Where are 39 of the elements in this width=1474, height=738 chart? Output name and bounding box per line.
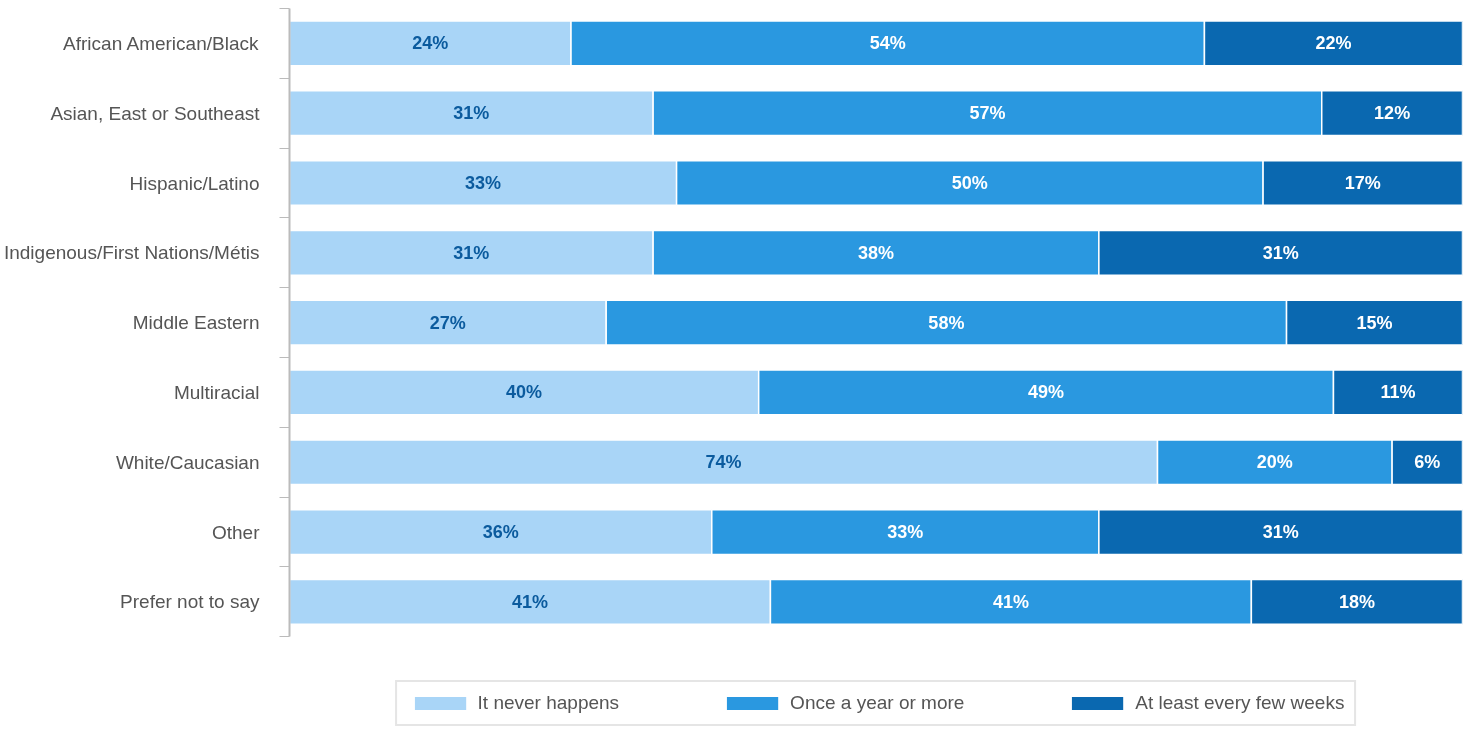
data-label: 33% xyxy=(887,522,924,543)
data-label: 38% xyxy=(857,242,895,263)
data-label: 36% xyxy=(482,522,519,543)
data-label: 31% xyxy=(453,103,490,124)
y-tick-label: Other xyxy=(211,521,261,543)
data-label: 12% xyxy=(1374,103,1411,124)
y-tick-label: Asian, East or Southeast xyxy=(50,102,261,124)
data-label: 41% xyxy=(992,591,1029,612)
data-label: 74% xyxy=(705,452,742,473)
data-label: 22% xyxy=(1315,33,1352,54)
y-tick-label: Multiracial xyxy=(173,381,260,403)
data-label: 57% xyxy=(969,103,1006,124)
data-label: 58% xyxy=(928,312,965,333)
data-label: 11% xyxy=(1380,382,1416,403)
legend-label: At least every few weeks xyxy=(1135,692,1345,714)
data-label: 31% xyxy=(1262,522,1299,543)
legend-label: It never happens xyxy=(477,692,620,714)
data-label: 15% xyxy=(1356,312,1393,333)
data-label: 40% xyxy=(506,382,543,403)
data-label: 49% xyxy=(1028,382,1065,403)
data-label: 31% xyxy=(1262,242,1299,263)
data-label: 17% xyxy=(1344,173,1381,194)
y-tick-label: Prefer not to say xyxy=(120,591,260,613)
y-tick-label: Indigenous/First Nations/Métis xyxy=(3,242,260,264)
data-label: 6% xyxy=(1414,452,1441,473)
data-label: 20% xyxy=(1256,452,1293,473)
y-tick-label: Middle Eastern xyxy=(132,312,260,334)
data-label: 31% xyxy=(453,242,490,263)
y-tick-label: African American/Black xyxy=(63,32,259,54)
data-label: 54% xyxy=(869,33,906,54)
data-label: 27% xyxy=(429,312,466,333)
data-label: 18% xyxy=(1338,591,1375,612)
legend-label: Once a year or more xyxy=(790,692,965,714)
data-label: 33% xyxy=(465,173,502,194)
y-tick-label: Hispanic/Latino xyxy=(129,172,260,194)
data-label: 50% xyxy=(951,173,988,194)
data-label: 24% xyxy=(412,33,449,54)
y-tick-label: White/Caucasian xyxy=(115,451,260,473)
data-label: 41% xyxy=(511,591,548,612)
